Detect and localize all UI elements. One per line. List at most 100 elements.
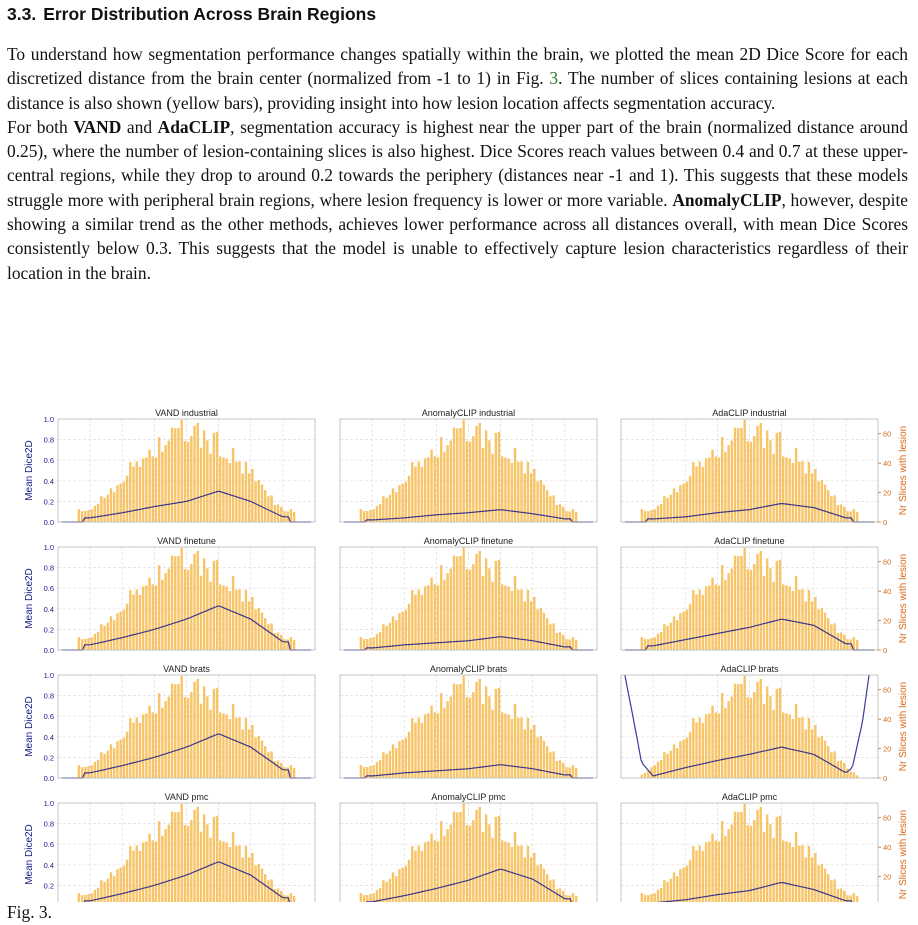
lesion-count-bar xyxy=(852,893,856,902)
lesion-count-bar xyxy=(737,556,740,650)
lesion-count-bar xyxy=(135,589,138,650)
lesion-count-bar xyxy=(276,888,280,902)
lesion-count-bar xyxy=(475,553,478,650)
lesion-count-bar xyxy=(103,753,106,778)
lesion-count-bar xyxy=(446,829,449,902)
lesion-count-bar xyxy=(574,511,578,522)
lesion-count-bar xyxy=(775,560,779,650)
lesion-count-bar xyxy=(449,824,453,902)
lesion-count-bar xyxy=(254,609,257,650)
lesion-count-bar xyxy=(762,575,766,650)
lesion-count-bar xyxy=(215,431,219,522)
lesion-count-bar xyxy=(743,675,746,778)
lesion-count-bar xyxy=(478,678,481,778)
lesion-count-bar xyxy=(820,736,823,778)
figure-3-chart-grid: VAND industrial 0.0 0.2 0.4 0.6 0.8 1.0 Mean Di… xyxy=(24,408,909,902)
lesion-count-bar xyxy=(359,765,363,778)
lesion-count-bar xyxy=(536,865,539,902)
lesion-count-bar xyxy=(488,440,491,522)
lesion-count-bar xyxy=(852,772,856,778)
lesion-count-bar xyxy=(167,568,171,650)
mean-dice-line xyxy=(624,674,870,777)
lesion-count-bar xyxy=(672,872,676,902)
lesion-count-bar xyxy=(276,760,280,778)
lesion-count-bar xyxy=(497,815,501,902)
lesion-count-bar xyxy=(484,814,488,902)
lesion-count-bar xyxy=(388,622,391,650)
lesion-count-bar xyxy=(765,430,769,522)
lesion-count-bar xyxy=(517,461,520,522)
lesion-count-bar xyxy=(222,713,225,778)
lesion-count-bar xyxy=(504,585,507,650)
figure-caption: Fig. 3. xyxy=(7,902,52,922)
lesion-count-bar xyxy=(666,625,669,650)
lesion-count-bar xyxy=(241,473,244,522)
lesion-count-bar xyxy=(215,687,219,778)
lesion-count-bar xyxy=(574,639,578,650)
lesion-count-bar xyxy=(778,431,782,522)
left-tick-label: 0.0 xyxy=(44,774,54,783)
lesion-count-bar xyxy=(727,573,730,650)
section-body: To understand how segmentation performan… xyxy=(7,42,908,285)
lesion-count-bar xyxy=(228,847,232,902)
lesion-count-bar xyxy=(260,868,264,902)
lesion-count-bar xyxy=(241,729,244,778)
lesion-count-bar xyxy=(494,688,498,778)
lesion-count-bar xyxy=(468,825,472,902)
lesion-count-bar xyxy=(241,857,244,902)
lesion-count-bar xyxy=(765,686,769,778)
lesion-count-bar xyxy=(443,835,446,902)
lesion-count-bar xyxy=(533,596,536,650)
lesion-count-bar xyxy=(212,560,216,650)
lesion-count-bar xyxy=(807,461,811,522)
lesion-count-bar xyxy=(682,867,685,902)
lesion-count-bar xyxy=(698,717,701,778)
chart-panel: AnomalyCLIP brats xyxy=(339,664,598,779)
lesion-count-bar xyxy=(717,841,721,902)
lesion-count-bar xyxy=(157,437,161,522)
left-tick-label: 0.8 xyxy=(44,692,54,701)
lesion-count-bar xyxy=(459,556,462,650)
lesion-count-bar xyxy=(695,850,698,902)
lesion-count-bar xyxy=(749,441,753,522)
lesion-count-bar xyxy=(423,458,427,522)
lesion-count-bar xyxy=(536,737,539,778)
lesion-count-bar xyxy=(555,889,559,902)
lesion-count-bar xyxy=(257,864,260,902)
lesion-count-bar xyxy=(222,841,225,902)
lesion-count-bar xyxy=(395,876,398,902)
lesion-count-bar xyxy=(177,428,180,522)
lesion-count-bar xyxy=(202,430,206,522)
lesion-count-bar xyxy=(462,675,465,778)
lesion-count-bar xyxy=(513,575,517,650)
lesion-count-bar xyxy=(103,625,106,650)
chart-frame xyxy=(620,418,879,523)
figure-reference-link[interactable]: 3 xyxy=(549,68,559,89)
lesion-count-bar xyxy=(520,589,523,650)
chart-title: AdaCLIP industrial xyxy=(712,408,786,418)
lesion-count-bar xyxy=(698,845,701,902)
lesion-count-bar xyxy=(663,624,666,650)
lesion-count-bar xyxy=(106,494,109,522)
lesion-count-bar xyxy=(740,556,743,650)
lesion-count-bar xyxy=(656,889,660,902)
lesion-count-bar xyxy=(138,850,142,902)
left-tick-label: 0.0 xyxy=(44,518,54,527)
lesion-count-bar xyxy=(504,713,507,778)
mean-dice-line xyxy=(343,509,594,523)
lesion-count-bar xyxy=(546,746,549,778)
lesion-count-bar xyxy=(711,577,714,650)
lesion-count-bar xyxy=(202,814,206,902)
lesion-count-bar xyxy=(129,846,132,902)
lesion-count-bar xyxy=(733,811,737,902)
lesion-count-bar xyxy=(372,765,375,778)
lesion-count-bar xyxy=(843,762,846,778)
lesion-count-bar xyxy=(398,869,401,902)
lesion-count-bar xyxy=(753,564,756,650)
lesion-count-bar xyxy=(391,872,395,902)
right-tick-label: 20 xyxy=(883,489,891,498)
lesion-count-bar xyxy=(209,709,212,778)
lesion-count-bar xyxy=(433,712,436,778)
lesion-count-bar xyxy=(669,750,672,778)
lesion-count-bar xyxy=(196,678,199,778)
